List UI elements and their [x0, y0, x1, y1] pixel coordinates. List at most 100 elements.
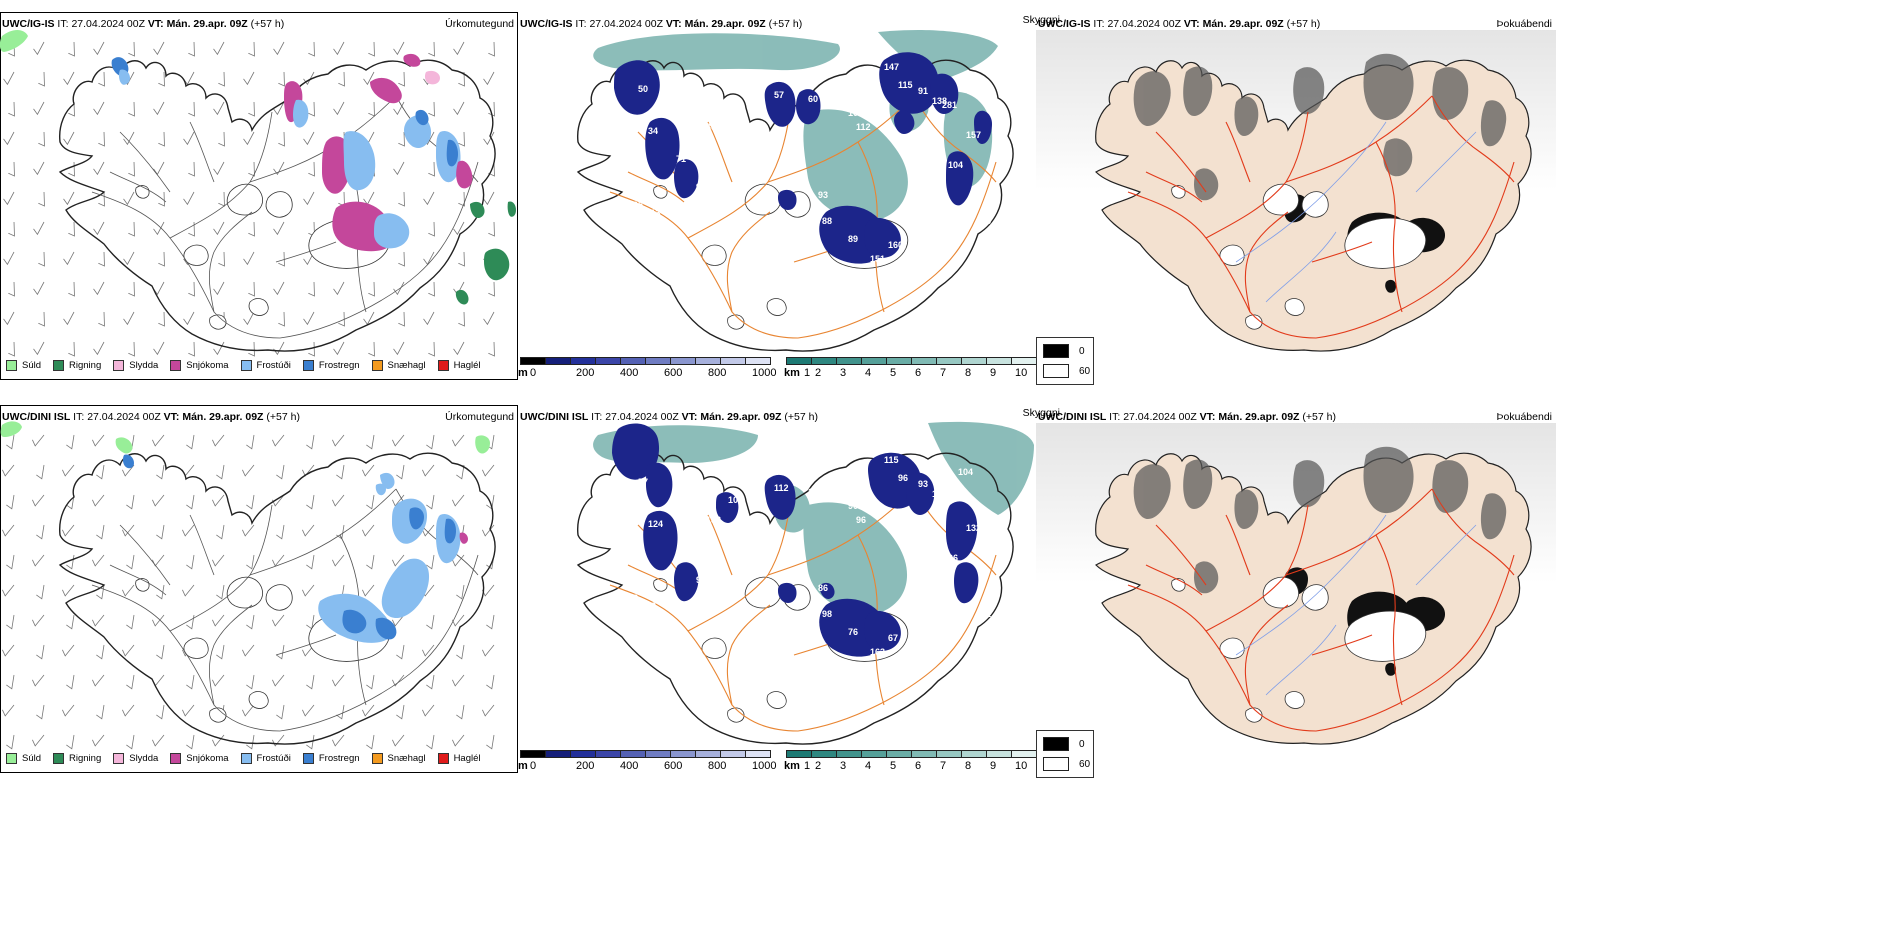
wind-barb [123, 311, 135, 326]
it-label: IT: [73, 411, 85, 423]
wind-barb [306, 734, 315, 750]
wind-barb [188, 161, 195, 177]
wind-barb [93, 281, 105, 296]
wind-barb [422, 644, 435, 657]
wind-barb [36, 644, 45, 660]
wind-barb [428, 221, 435, 237]
wind-barb [92, 614, 105, 627]
fog-legend-row: 0 [1043, 737, 1085, 751]
cloudbase-label: 91 [700, 200, 710, 210]
colorbar-segment [861, 750, 887, 758]
legend-swatch [371, 360, 383, 371]
cloudbase-label: 88 [822, 216, 832, 226]
wind-barb [123, 191, 135, 206]
wind-barb [366, 554, 375, 570]
colorbar-segment [570, 357, 596, 365]
legend-swatch [437, 360, 449, 371]
legend-swatch [437, 753, 449, 764]
wind-barb [156, 644, 165, 660]
wind-barb [248, 281, 255, 297]
wind-barb [68, 221, 75, 237]
wind-barb [128, 281, 135, 297]
wind-barb [428, 281, 435, 297]
vt-label: VT: [681, 411, 698, 423]
colorbar-unit: m [518, 760, 528, 772]
wind-barb [248, 41, 255, 57]
cloudbase-label: 132 [966, 523, 981, 533]
it-label: IT: [1093, 18, 1105, 30]
cloudbase-label: 34 [648, 126, 658, 136]
legend-label: Frostúði [256, 753, 291, 764]
panel-title: UWC/IG-IS IT: 27.04.2024 00Z VT: Mán. 29… [2, 18, 284, 30]
legend-item: Haglél [437, 753, 481, 764]
wind-barb [122, 584, 135, 597]
colorbar-segment [1011, 357, 1037, 365]
wind-barb [212, 614, 225, 627]
it-value: 27.04.2024 00Z [71, 18, 145, 30]
cloudbase-label: 36 [728, 102, 738, 112]
fog-map [1036, 30, 1556, 352]
cloudbase-label: 124 [648, 519, 663, 529]
colorbar-segment [595, 357, 621, 365]
cloudbase-label: 138 [932, 96, 947, 106]
colorbar-segment [520, 357, 546, 365]
wind-barb [186, 494, 195, 510]
wind-barb [3, 71, 15, 86]
cloudbase-label: 96 [898, 473, 908, 483]
colorbar-segment [886, 357, 912, 365]
colorbar-segment [961, 357, 987, 365]
cloudbase-label: 57 [638, 477, 648, 487]
wind-barb [128, 161, 135, 177]
wind-barb [156, 524, 165, 540]
it-label: IT: [575, 18, 587, 30]
wind-barb [458, 71, 465, 87]
panel-title: UWC/IG-IS IT: 27.04.2024 00Z VT: Mán. 29… [1038, 18, 1320, 30]
wind-barb [213, 221, 225, 236]
wind-barb [38, 191, 45, 207]
wind-barb [2, 704, 15, 717]
wind-barb [38, 71, 45, 87]
wind-barb [303, 251, 315, 266]
wind-barb [483, 311, 495, 326]
wind-barb [158, 71, 165, 87]
vt-label: VT: [163, 411, 180, 423]
wind-barb [36, 524, 45, 540]
wind-barb [336, 704, 345, 720]
wind-barb [92, 674, 105, 687]
wind-barb [458, 251, 465, 267]
wind-barb [158, 311, 165, 327]
wind-barb [278, 251, 285, 267]
wind-barb [453, 101, 465, 116]
it-value: 27.04.2024 00Z [589, 18, 663, 30]
wind-barb [452, 734, 465, 747]
wind-barb [36, 464, 45, 480]
colorbar-segment [986, 357, 1012, 365]
wind-barb [306, 674, 315, 690]
vt-value: Mán. 29.apr. 09Z [684, 18, 766, 30]
cloudbase-label: 113 [646, 208, 661, 218]
colorbar-tick: 2 [815, 367, 822, 379]
wind-barb [452, 494, 465, 507]
cloudbase-label: 112 [774, 483, 789, 493]
colorbar-segment [836, 750, 862, 758]
wind-barb [93, 101, 105, 116]
panel-type-title: Úrkomutegund [445, 411, 514, 423]
legend-item: Snjókoma [170, 753, 229, 764]
legend-swatch [6, 753, 17, 764]
wind-barb [216, 644, 225, 660]
colorbar-segment [645, 357, 671, 365]
cloudbase-label: 93 [918, 479, 928, 489]
wind-barb [63, 251, 75, 266]
wind-barb [152, 434, 165, 447]
vt-label: VT: [1199, 411, 1216, 423]
wind-barb [453, 41, 465, 56]
wind-barb [156, 464, 165, 480]
wind-barb [158, 131, 165, 147]
wind-barb [302, 524, 315, 537]
cloudbase-label: 35 [706, 122, 716, 132]
wind-barb [362, 584, 375, 597]
wind-barb [482, 464, 495, 477]
colorbar-tick: 8 [965, 367, 972, 379]
legend-swatch [53, 753, 65, 764]
wind-barb [66, 494, 75, 510]
